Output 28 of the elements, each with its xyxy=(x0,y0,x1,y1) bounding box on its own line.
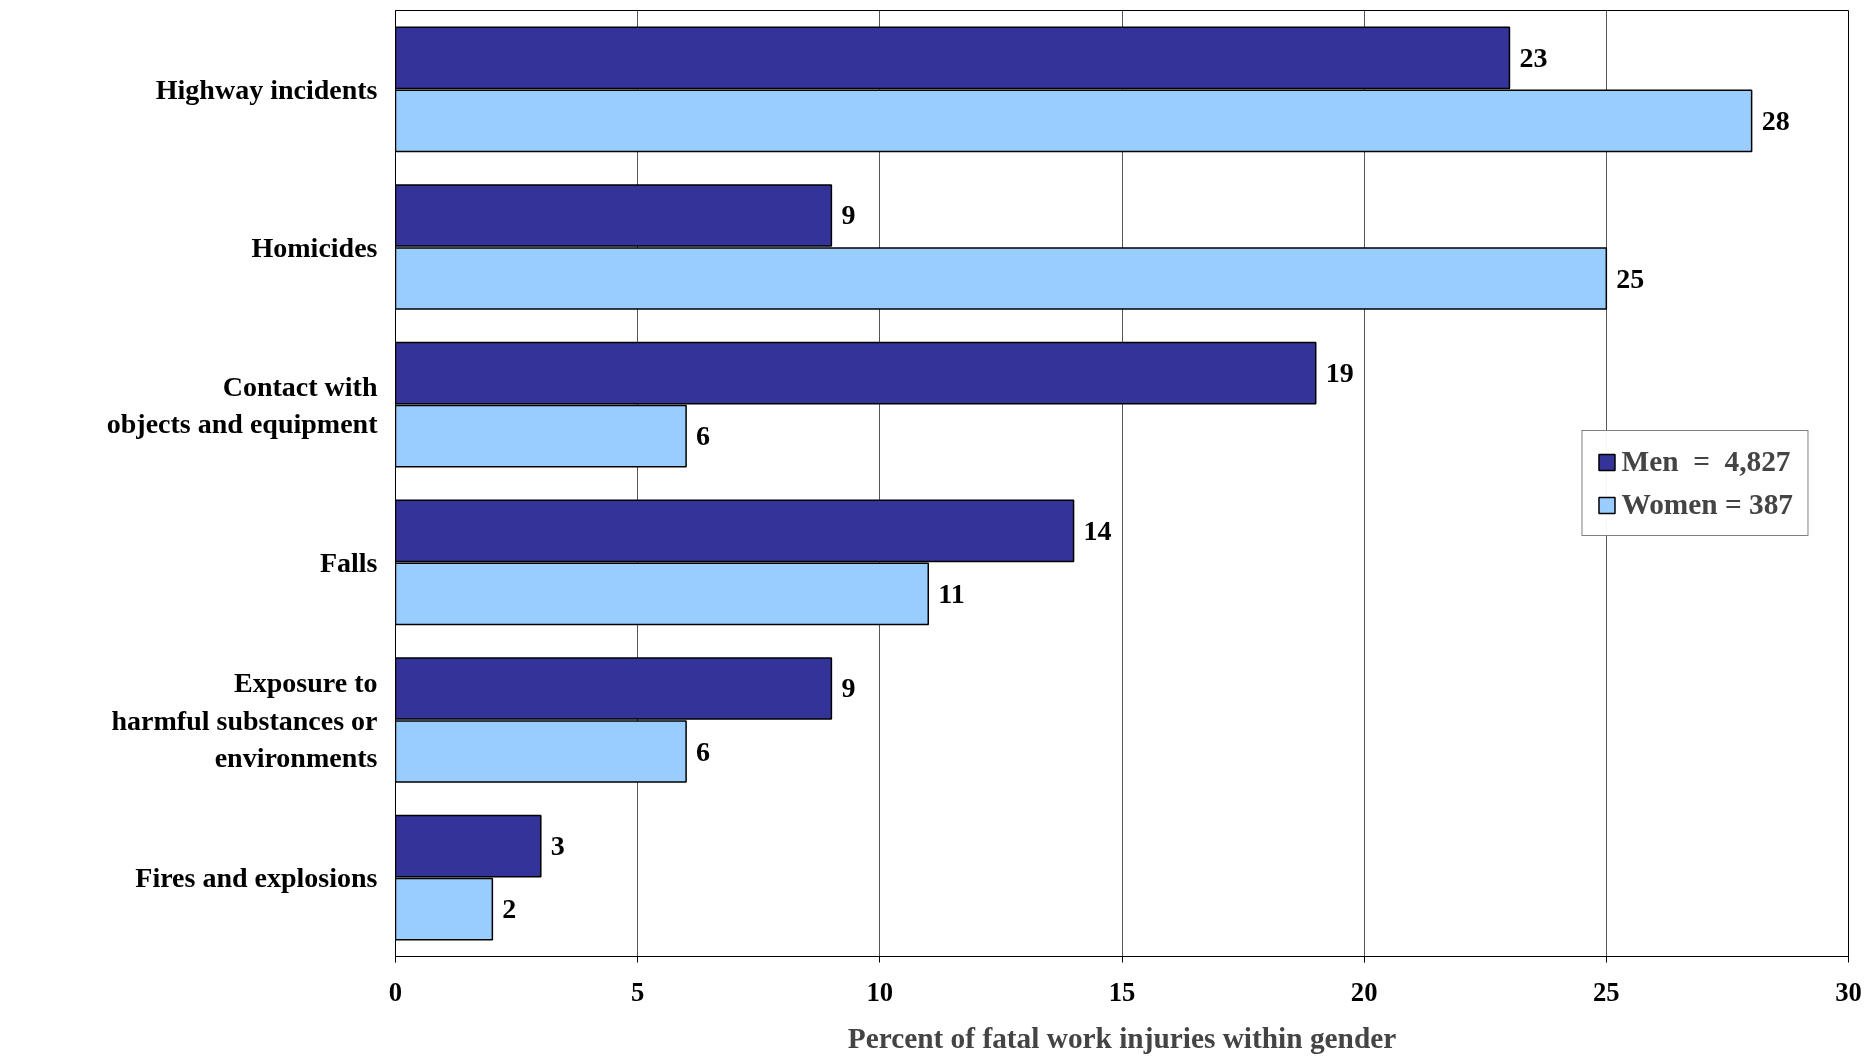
data-label: 6 xyxy=(696,735,711,767)
y-tick-label: Contact with objects and equipment xyxy=(106,370,379,439)
data-label: 6 xyxy=(696,420,711,452)
data-label: 9 xyxy=(841,672,856,704)
data-label: 23 xyxy=(1519,41,1548,73)
legend-label: Men = 4,827 xyxy=(1621,445,1791,478)
data-label: 11 xyxy=(938,577,965,609)
legend-label: Women = 387 xyxy=(1621,488,1793,521)
data-label: 19 xyxy=(1325,357,1354,389)
data-label: 14 xyxy=(1083,514,1112,546)
x-tick-label: 30 xyxy=(1835,976,1862,1007)
y-tick-label: Falls xyxy=(319,546,378,578)
data-label: 28 xyxy=(1761,104,1790,136)
y-tick-label: Exposure to harmful substances or environments xyxy=(111,667,378,773)
data-label: 25 xyxy=(1616,262,1645,294)
x-tick-label: 5 xyxy=(631,976,645,1007)
x-axis-title: Percent of fatal work injuries within gender xyxy=(847,1021,1397,1054)
x-tick-label: 15 xyxy=(1108,976,1136,1007)
x-tick-label: 10 xyxy=(866,976,894,1007)
x-tick-label: 20 xyxy=(1350,976,1378,1007)
data-label: 9 xyxy=(841,199,856,231)
x-tick-label: 0 xyxy=(388,976,403,1007)
y-tick-label: Homicides xyxy=(251,231,378,263)
data-label: 2 xyxy=(502,893,517,925)
data-label: 3 xyxy=(550,830,565,862)
x-tick-label: 25 xyxy=(1593,976,1620,1007)
y-tick-label: Highway incidents xyxy=(155,73,378,105)
y-tick-label: Fires and explosions xyxy=(135,862,378,894)
